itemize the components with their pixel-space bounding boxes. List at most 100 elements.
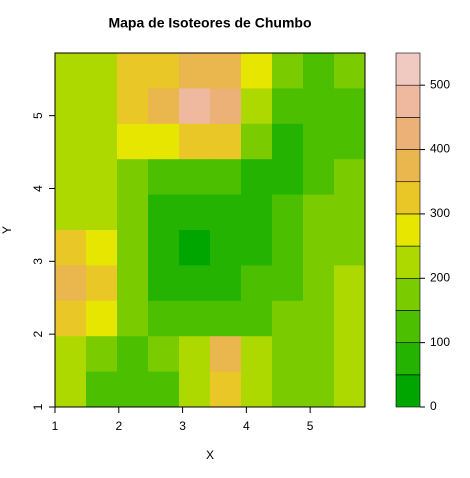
legend-tick-label: 200 [430, 270, 450, 284]
contour-cell [148, 123, 180, 160]
contour-cell [148, 88, 180, 125]
contour-cell [55, 123, 87, 160]
contour-cell [272, 53, 304, 89]
contour-cell [334, 194, 366, 231]
contour-cell [86, 371, 118, 408]
contour-cell [241, 336, 273, 373]
contour-cell [117, 53, 149, 89]
contour-cell [210, 53, 242, 89]
contour-cell [303, 194, 335, 231]
contour-cell [179, 194, 211, 231]
contour-cell [334, 300, 366, 337]
contour-cell [117, 194, 149, 231]
contour-cell [86, 194, 118, 231]
contour-cell [272, 230, 304, 266]
contour-cell [179, 336, 211, 373]
contour-cell [86, 159, 118, 196]
contour-cell [210, 336, 242, 373]
contour-cell [179, 53, 211, 89]
contour-cell [179, 123, 211, 160]
contour-cell [272, 123, 304, 160]
contour-cell [86, 265, 118, 302]
contour-cell [303, 371, 335, 408]
legend-tick-label: 500 [430, 77, 450, 91]
contour-cell [272, 371, 304, 408]
contour-cell [117, 371, 149, 408]
contour-cell [210, 194, 242, 231]
legend-band [395, 181, 421, 215]
contour-cell [272, 88, 304, 125]
contour-cell [210, 230, 242, 266]
contour-cell [334, 88, 366, 125]
contour-cell [179, 159, 211, 196]
contour-cell [179, 88, 211, 125]
contour-cell [148, 336, 180, 373]
contour-cell [303, 88, 335, 125]
plot-frame [54, 52, 366, 408]
contour-cell [117, 230, 149, 266]
contour-cell [55, 336, 87, 373]
contour-cell [241, 230, 273, 266]
contour-cell [303, 300, 335, 337]
contour-cell [86, 230, 118, 266]
contour-cell [303, 265, 335, 302]
contour-cell [55, 194, 87, 231]
legend-tick-label: 300 [430, 206, 450, 220]
legend-band [395, 149, 421, 183]
legend-band [395, 117, 421, 150]
contour-cell [303, 336, 335, 373]
contour-cell [86, 336, 118, 373]
contour-cell [179, 230, 211, 266]
contour-cell [148, 371, 180, 408]
x-tick-label: 3 [179, 419, 186, 433]
contour-cell [55, 300, 87, 337]
contour-cell [272, 159, 304, 196]
contour-cell [272, 194, 304, 231]
legend-tick-label: 100 [430, 335, 450, 349]
contour-cell [241, 371, 273, 408]
legend-band [395, 245, 421, 279]
contour-cell [148, 159, 180, 196]
contour-cell [272, 336, 304, 373]
contour-cell [334, 53, 366, 89]
legend-band [395, 277, 421, 311]
contour-cell [210, 265, 242, 302]
contour-cell [117, 159, 149, 196]
contour-cell [55, 88, 87, 125]
axes: 1 2 3 4 5 1 2 3 4 5 0 100 200 300 400 500 [31, 52, 450, 433]
contour-cell [303, 230, 335, 266]
y-tick-label: 4 [31, 185, 45, 192]
y-tick-label: 5 [31, 112, 45, 119]
contour-cell [117, 265, 149, 302]
contour-cell [334, 123, 366, 160]
contour-cell [241, 159, 273, 196]
contour-cell [210, 300, 242, 337]
legend-band [395, 84, 421, 118]
y-tick-label: 2 [31, 331, 45, 338]
contour-cell [86, 53, 118, 89]
contour-cell [303, 53, 335, 89]
contour-cell [334, 159, 366, 196]
contour-cell [334, 265, 366, 302]
legend-band [395, 374, 421, 408]
legend-band [395, 342, 421, 376]
contour-cell [55, 265, 87, 302]
contour-cell [55, 159, 87, 196]
contour-cell [241, 194, 273, 231]
contour-cell [210, 88, 242, 125]
legend-band [395, 213, 421, 247]
legend-tick-label: 400 [430, 142, 450, 156]
contour-cell [241, 53, 273, 89]
y-axis-label: Y [0, 226, 14, 234]
contour-cell [117, 336, 149, 373]
contour-cell [148, 300, 180, 337]
contour-cell [179, 300, 211, 337]
chart-title: Mapa de Isoteores de Chumbo [108, 15, 311, 31]
y-tick-label: 3 [31, 258, 45, 265]
contour-cell [86, 123, 118, 160]
contour-cell [303, 123, 335, 160]
x-axis-label: X [206, 448, 214, 462]
contour-cell [241, 265, 273, 302]
contour-cell [241, 300, 273, 337]
